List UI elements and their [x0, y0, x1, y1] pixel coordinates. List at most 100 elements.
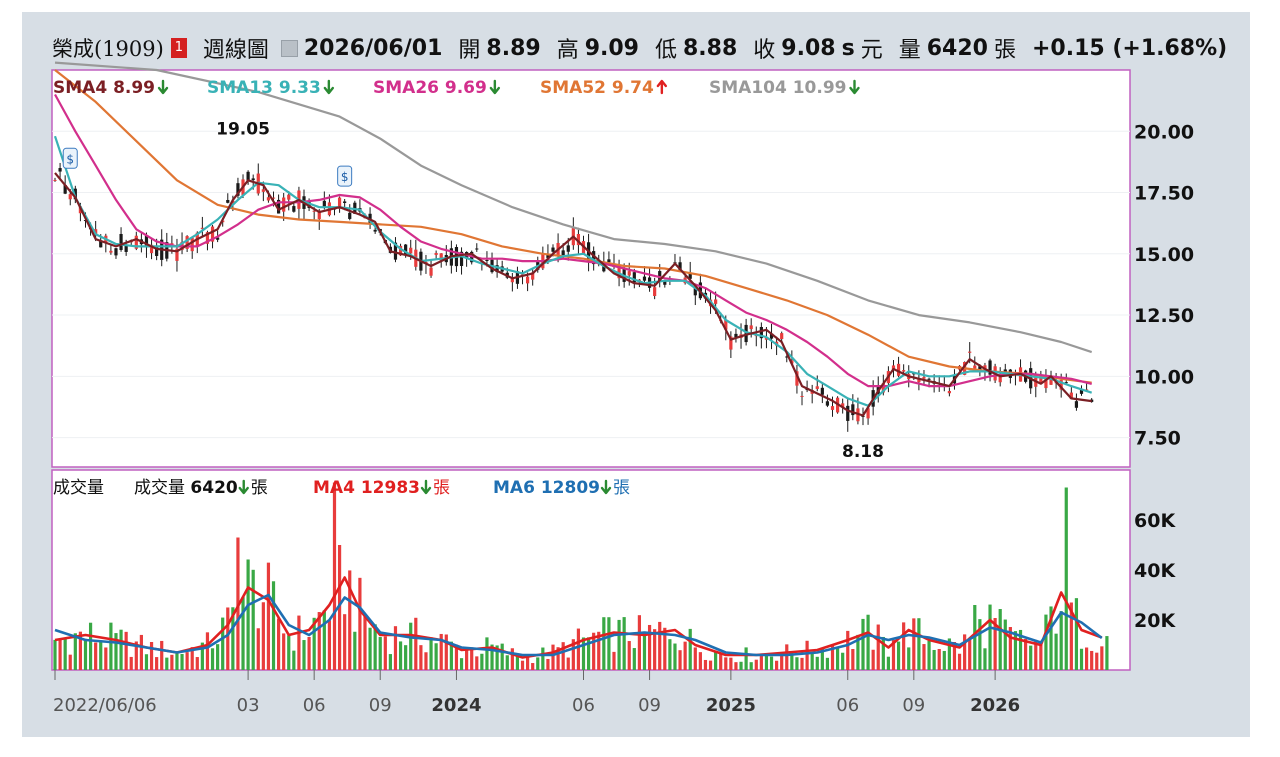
volume-bar	[658, 621, 662, 670]
candle-body	[226, 199, 230, 203]
volume-bar	[505, 655, 509, 670]
candle-body	[978, 366, 982, 370]
candle-body	[144, 235, 149, 248]
period-dropdown-icon[interactable]	[280, 39, 298, 57]
candle-body	[764, 337, 769, 340]
volume-bar	[780, 655, 784, 670]
volume-unit: 張	[993, 38, 1016, 63]
candle-body	[53, 179, 57, 181]
volume-bar	[698, 652, 702, 670]
candle-body	[63, 184, 67, 194]
candle-body	[429, 267, 433, 276]
candle-body	[393, 242, 398, 260]
volume-bar	[932, 649, 936, 670]
volume-bar	[409, 622, 413, 670]
candle-body	[922, 377, 926, 379]
volume-bar	[271, 581, 276, 670]
candle-body	[404, 244, 408, 256]
volume-bar	[1049, 606, 1053, 670]
sma26-line	[54, 93, 1092, 388]
volume-bar	[896, 641, 901, 670]
candle-body	[592, 251, 596, 265]
candle-body	[820, 387, 824, 395]
volume-bar	[968, 637, 972, 670]
volume-bar	[861, 618, 865, 670]
volume-bar	[200, 642, 204, 670]
volume-bar	[1054, 633, 1058, 670]
candle-body	[744, 324, 748, 343]
volume-bar	[500, 643, 504, 670]
sma4-line	[54, 172, 1092, 417]
volume-bar	[963, 634, 967, 670]
volume-bar	[526, 655, 530, 670]
candle-body	[896, 363, 901, 376]
candle-body	[551, 247, 555, 252]
volume-bar	[647, 624, 652, 670]
volume-bar	[1029, 645, 1033, 670]
volume-bar	[307, 636, 311, 670]
candle-body	[561, 250, 565, 256]
period-label[interactable]: 週線圖	[202, 38, 269, 63]
candle-body	[759, 327, 763, 339]
volume-bar	[83, 638, 88, 670]
volume-bar	[327, 620, 332, 670]
volume-bar	[1044, 614, 1048, 670]
high-label: 高	[556, 38, 579, 63]
volume-bar	[597, 631, 601, 670]
volume-legend-arrow-icon	[600, 479, 612, 495]
volume-bar	[1003, 619, 1007, 670]
candle-body	[617, 265, 621, 279]
volume-bar	[602, 617, 606, 670]
quote-header: 榮成(1909) 1 週線圖 2026/06/01 開 8.89 高 9.09 …	[52, 30, 1233, 66]
dividend-marker	[337, 165, 353, 187]
volume-bar	[764, 654, 769, 670]
volume-bar	[952, 642, 957, 670]
volume-legend-ma4: MA4 12983	[313, 478, 420, 498]
candle-body	[729, 336, 733, 350]
candle-body	[485, 259, 489, 261]
candle-body	[841, 403, 845, 407]
volume-bar	[830, 644, 835, 670]
volume-bar	[1079, 648, 1084, 670]
candle-body	[216, 237, 220, 240]
candle-body	[693, 286, 697, 296]
candle-body	[373, 229, 377, 232]
volume-bar	[886, 656, 891, 670]
legend-sma104: SMA104 10.99	[709, 78, 847, 98]
quote-date: 2026/06/01	[303, 35, 443, 61]
volume-tick-label: 20K	[1134, 610, 1176, 632]
volume-bar	[637, 615, 641, 670]
volume-bar	[1034, 639, 1038, 670]
volume-bar	[515, 656, 520, 670]
volume-bar	[576, 628, 581, 670]
candle-body	[632, 272, 636, 283]
volume-bar	[485, 637, 489, 670]
candle-body	[891, 365, 896, 370]
candle-body	[510, 277, 514, 283]
volume-bar	[221, 617, 225, 670]
volume-legend-unit: 張	[613, 478, 630, 498]
candle-body	[576, 234, 581, 246]
volume-bar	[144, 654, 149, 670]
volume-label: 量	[898, 38, 921, 63]
volume-bar	[581, 637, 586, 670]
candle-body	[851, 404, 855, 416]
volume-bar	[846, 630, 850, 670]
alert-badge[interactable]: 1	[170, 38, 187, 58]
volume-bar	[902, 622, 906, 670]
volume-bar	[942, 650, 946, 670]
x-tick-label: 06	[572, 695, 595, 716]
volume-bar	[663, 627, 667, 670]
volume-bar	[1018, 629, 1023, 670]
candle-body	[409, 247, 413, 254]
candle-body	[99, 240, 103, 248]
volume-bar	[1064, 487, 1068, 670]
candle-body	[663, 281, 667, 285]
candle-body	[627, 271, 631, 276]
candle-body	[348, 212, 352, 219]
candle-body	[185, 236, 189, 249]
volume-bar	[871, 649, 875, 670]
price-change: +0.15 (+1.68%)	[1031, 35, 1228, 61]
volume-bar	[546, 658, 550, 670]
volume-bar	[749, 662, 753, 670]
